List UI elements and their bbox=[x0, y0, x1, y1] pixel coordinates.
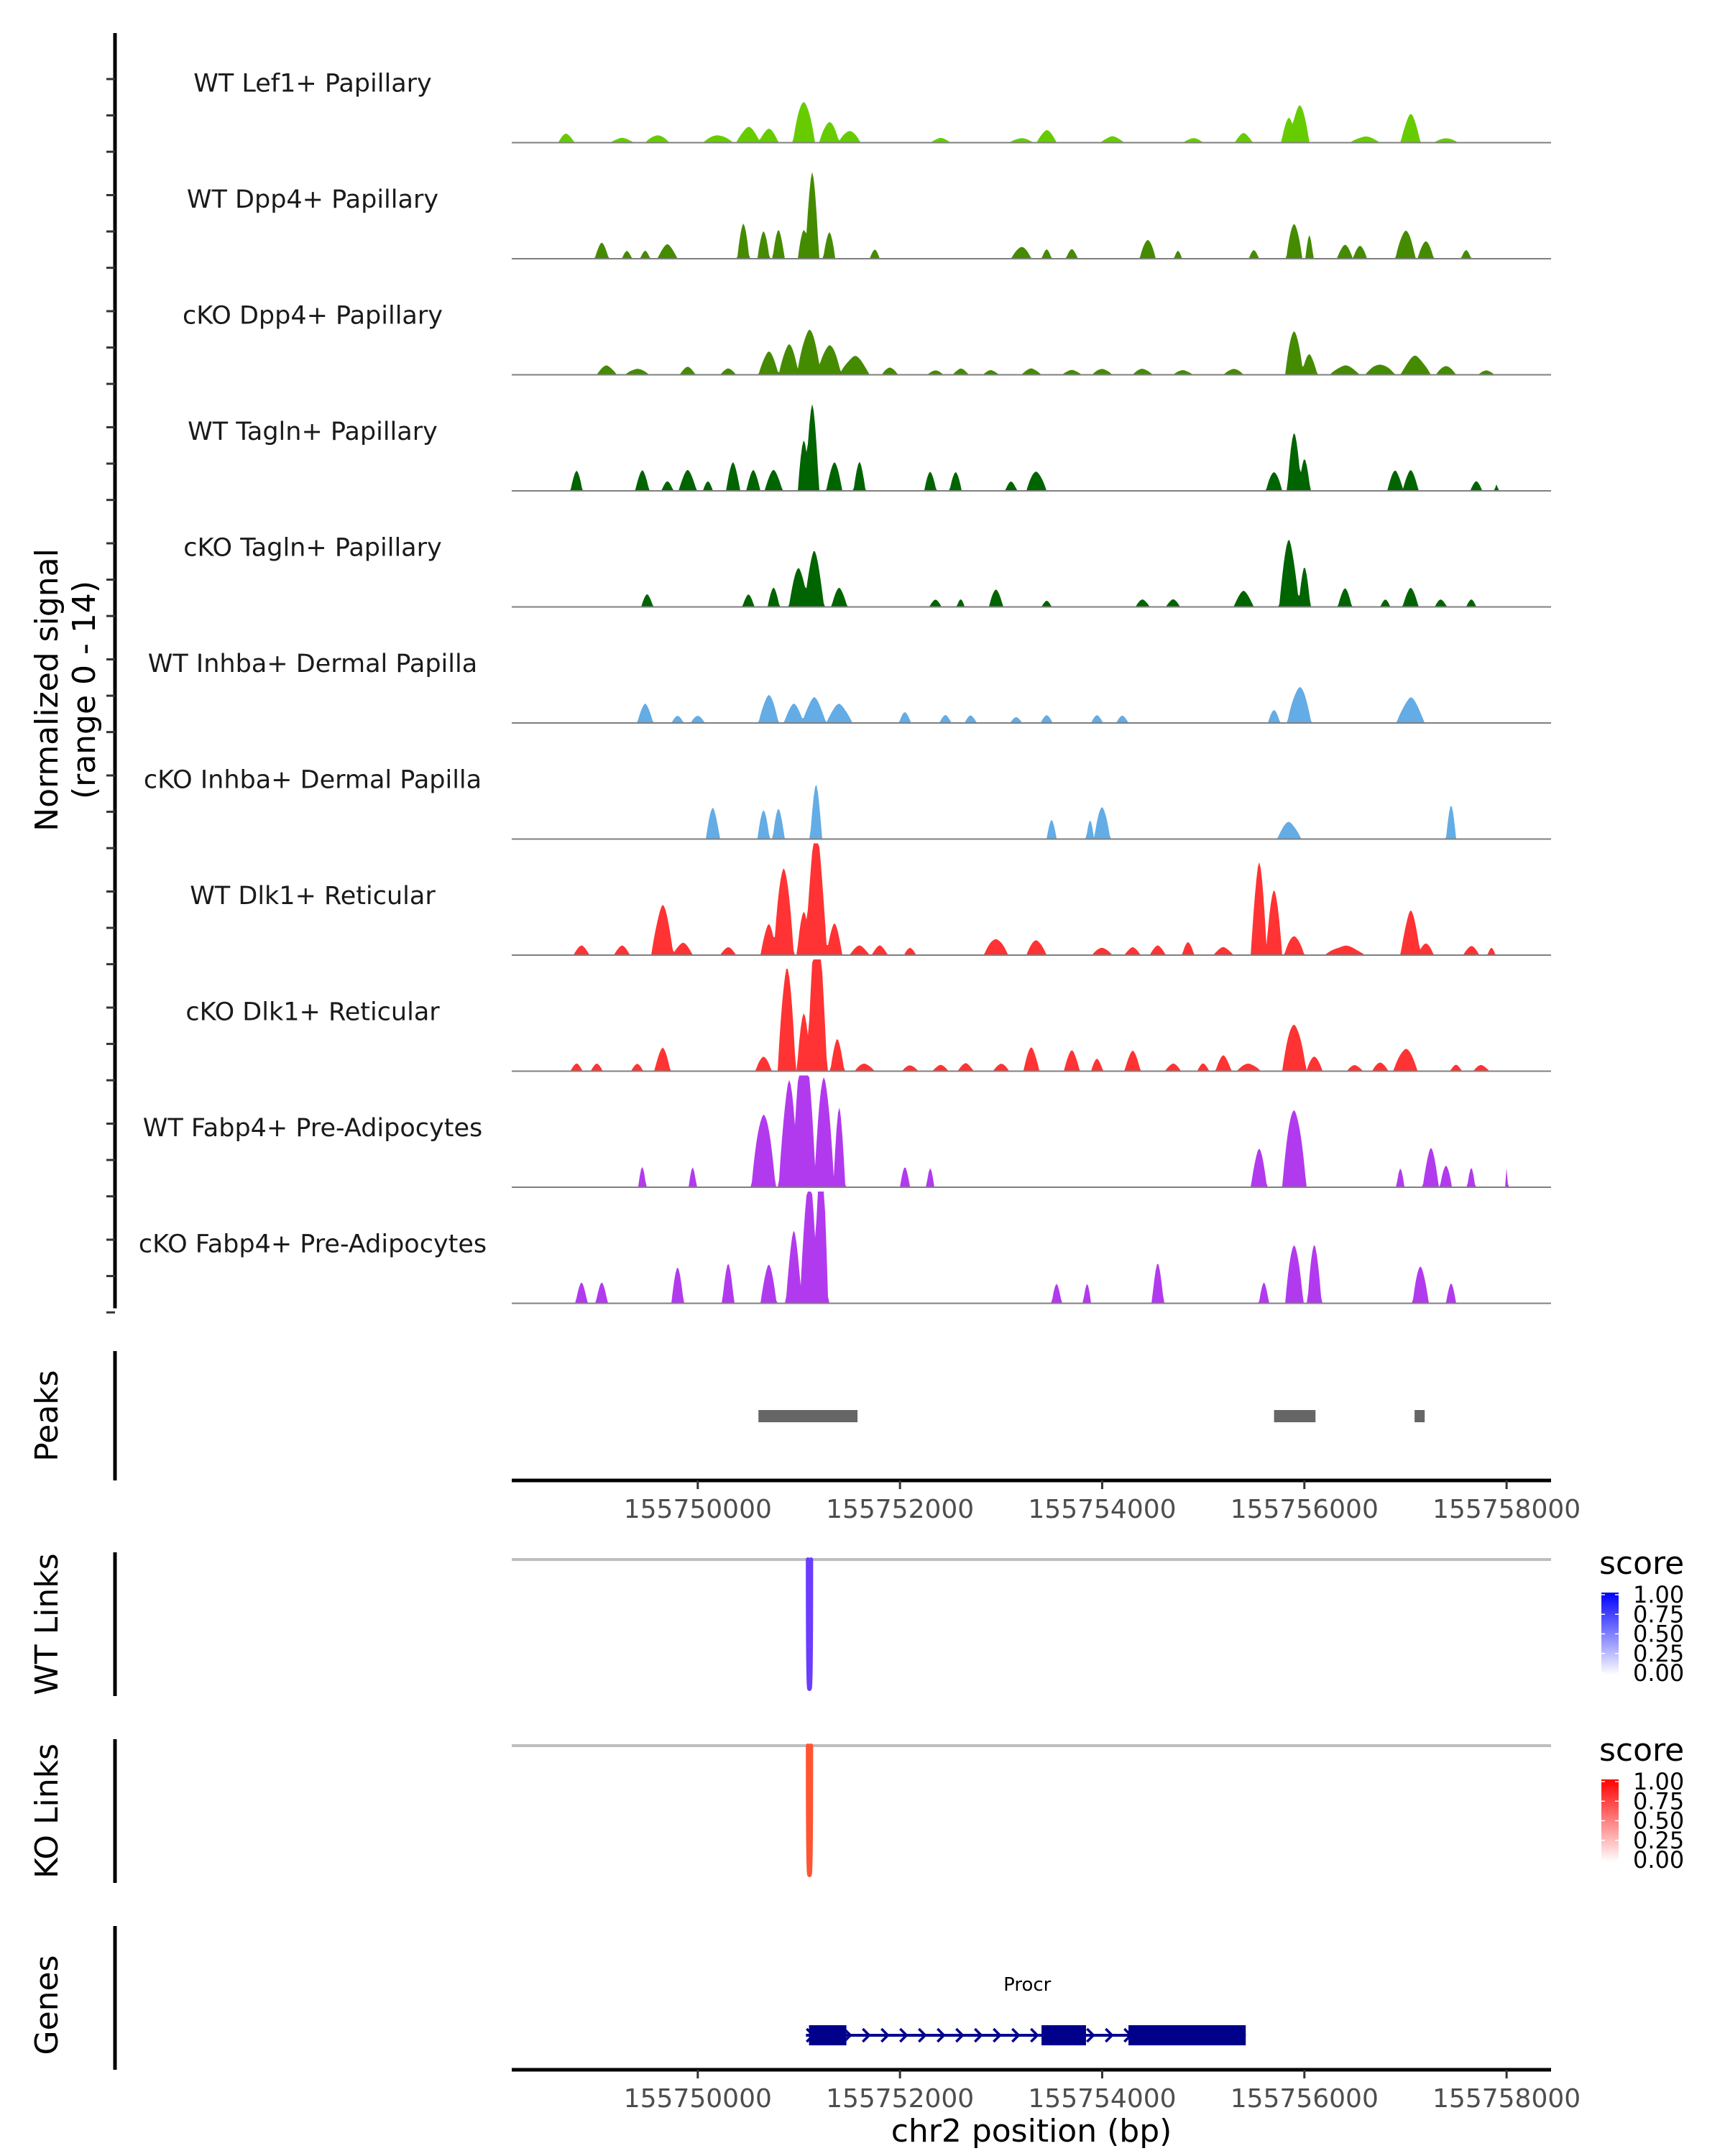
coverage-tracks bbox=[512, 101, 1551, 1304]
coverage-area bbox=[512, 959, 1551, 1072]
coverage-track bbox=[512, 101, 1551, 144]
coverage-track bbox=[512, 540, 1551, 608]
coverage-area bbox=[512, 172, 1551, 259]
coverage-area bbox=[512, 843, 1551, 955]
x-tick-label: 155754000 bbox=[1028, 1495, 1176, 1524]
gene-label: Procr bbox=[1003, 1974, 1052, 1996]
coverage-area bbox=[512, 329, 1551, 375]
legend-label: 0.25 bbox=[1633, 1827, 1684, 1854]
link-arc bbox=[806, 1743, 814, 1878]
strand-arrow-icon bbox=[1086, 2027, 1095, 2043]
track-label: WT Tagln+ Papillary bbox=[188, 418, 438, 446]
ko-links-panel-title: KO Links bbox=[29, 1743, 65, 1879]
legend-label: 1.00 bbox=[1633, 1768, 1684, 1795]
y-axis-title-line1: Normalized signal bbox=[29, 548, 65, 831]
track-label: cKO Tagln+ Papillary bbox=[183, 534, 442, 563]
x-tick-label: 155758000 bbox=[1432, 2084, 1581, 2114]
peaks-track bbox=[758, 1410, 1425, 1422]
coverage-track bbox=[512, 172, 1551, 259]
strand-arrow-icon bbox=[918, 2027, 927, 2043]
coverage-track bbox=[512, 329, 1551, 376]
y-axis-title: Normalized signal (range 0 - 14) bbox=[29, 548, 103, 831]
coverage-track bbox=[512, 686, 1551, 724]
strand-arrow-icon bbox=[955, 2027, 965, 2043]
legend-label: 0.75 bbox=[1633, 1787, 1684, 1815]
x-tick-label: 155758000 bbox=[1432, 1495, 1581, 1524]
legend-label: 0.00 bbox=[1633, 1846, 1684, 1874]
gene-exon bbox=[1128, 2025, 1246, 2045]
gene-exon bbox=[1041, 2025, 1086, 2045]
strand-arrow-icon bbox=[1030, 2027, 1039, 2043]
strand-arrow-icon bbox=[1105, 2027, 1114, 2043]
track-label: cKO Dpp4+ Papillary bbox=[183, 302, 443, 331]
peak-region bbox=[1414, 1410, 1425, 1422]
x-axis-top: 155750000 155752000 155754000 155756000 1557… bbox=[512, 1478, 1581, 1524]
x-axis-bottom: 155750000 155752000 155754000 155756000 1557… bbox=[512, 2068, 1581, 2114]
coverage-area bbox=[512, 404, 1551, 491]
coverage-track bbox=[512, 1192, 1551, 1304]
coverage-area bbox=[512, 686, 1551, 723]
track-label: WT Dlk1+ Reticular bbox=[190, 882, 436, 911]
strand-arrow-icon bbox=[880, 2027, 890, 2043]
y-axis-title-line2: (range 0 - 14) bbox=[66, 581, 103, 799]
x-tick-label: 155750000 bbox=[624, 1495, 772, 1524]
track-label: WT Lef1+ Papillary bbox=[193, 70, 432, 98]
legend-label: 0.75 bbox=[1633, 1600, 1684, 1628]
link-arc bbox=[806, 1557, 814, 1692]
strand-arrow-icon bbox=[937, 2027, 946, 2043]
peaks-panel-title: Peaks bbox=[29, 1370, 65, 1461]
peak-region bbox=[758, 1410, 858, 1422]
legend-label: 1.00 bbox=[1633, 1581, 1684, 1608]
coverage-area bbox=[512, 1192, 1551, 1304]
legend-title: score bbox=[1599, 1732, 1684, 1769]
track-label: cKO Dlk1+ Reticular bbox=[185, 998, 440, 1027]
coverage-area bbox=[512, 784, 1551, 839]
coverage-area bbox=[512, 101, 1551, 143]
coverage-area bbox=[512, 1075, 1551, 1187]
ko-links-track bbox=[512, 1743, 1551, 1878]
track-label: cKO Inhba+ Dermal Papilla bbox=[144, 766, 482, 795]
coverage-y-axis bbox=[106, 33, 117, 1314]
genes-track: Procr bbox=[806, 1974, 1246, 2045]
strand-arrow-icon bbox=[974, 2027, 983, 2043]
x-tick-label: 155754000 bbox=[1028, 2084, 1176, 2114]
coverage-track-labels: WT Lef1+ Papillary WT Dpp4+ Papillary cKO … bbox=[139, 70, 487, 1259]
wt-links-panel-title: WT Links bbox=[29, 1553, 65, 1695]
track-label: cKO Fabp4+ Pre-Adipocytes bbox=[139, 1230, 487, 1259]
coverage-track bbox=[512, 959, 1551, 1072]
legend-label: 0.50 bbox=[1633, 1621, 1684, 1648]
x-tick-label: 155756000 bbox=[1230, 1495, 1379, 1524]
coverage-track bbox=[512, 404, 1551, 492]
strand-arrow-icon bbox=[1011, 2027, 1021, 2043]
track-label: WT Inhba+ Dermal Papilla bbox=[148, 650, 477, 678]
coverage-track bbox=[512, 843, 1551, 956]
x-tick-label: 155752000 bbox=[826, 1495, 974, 1524]
wt-links-track bbox=[512, 1557, 1551, 1692]
strand-arrow-icon bbox=[993, 2027, 1002, 2043]
legend-label: 0.50 bbox=[1633, 1807, 1684, 1835]
track-label: WT Fabp4+ Pre-Adipocytes bbox=[143, 1114, 482, 1143]
coverage-area bbox=[512, 540, 1551, 607]
strand-arrow-icon bbox=[899, 2027, 908, 2043]
x-tick-label: 155752000 bbox=[826, 2084, 974, 2114]
peak-region bbox=[1274, 1410, 1316, 1422]
coverage-track bbox=[512, 1075, 1551, 1188]
coverage-track bbox=[512, 784, 1551, 840]
legend-title: score bbox=[1599, 1545, 1684, 1582]
track-label: WT Dpp4+ Papillary bbox=[187, 185, 438, 214]
legend-label: 0.00 bbox=[1633, 1659, 1684, 1687]
gene-exon bbox=[809, 2025, 847, 2045]
genes-panel-title: Genes bbox=[29, 1955, 65, 2055]
x-tick-label: 155756000 bbox=[1230, 2084, 1379, 2114]
x-tick-label: 155750000 bbox=[624, 2084, 772, 2114]
strand-arrow-icon bbox=[862, 2027, 871, 2043]
legend-label: 0.25 bbox=[1633, 1640, 1684, 1667]
x-axis-title: chr2 position (bp) bbox=[891, 2113, 1172, 2150]
